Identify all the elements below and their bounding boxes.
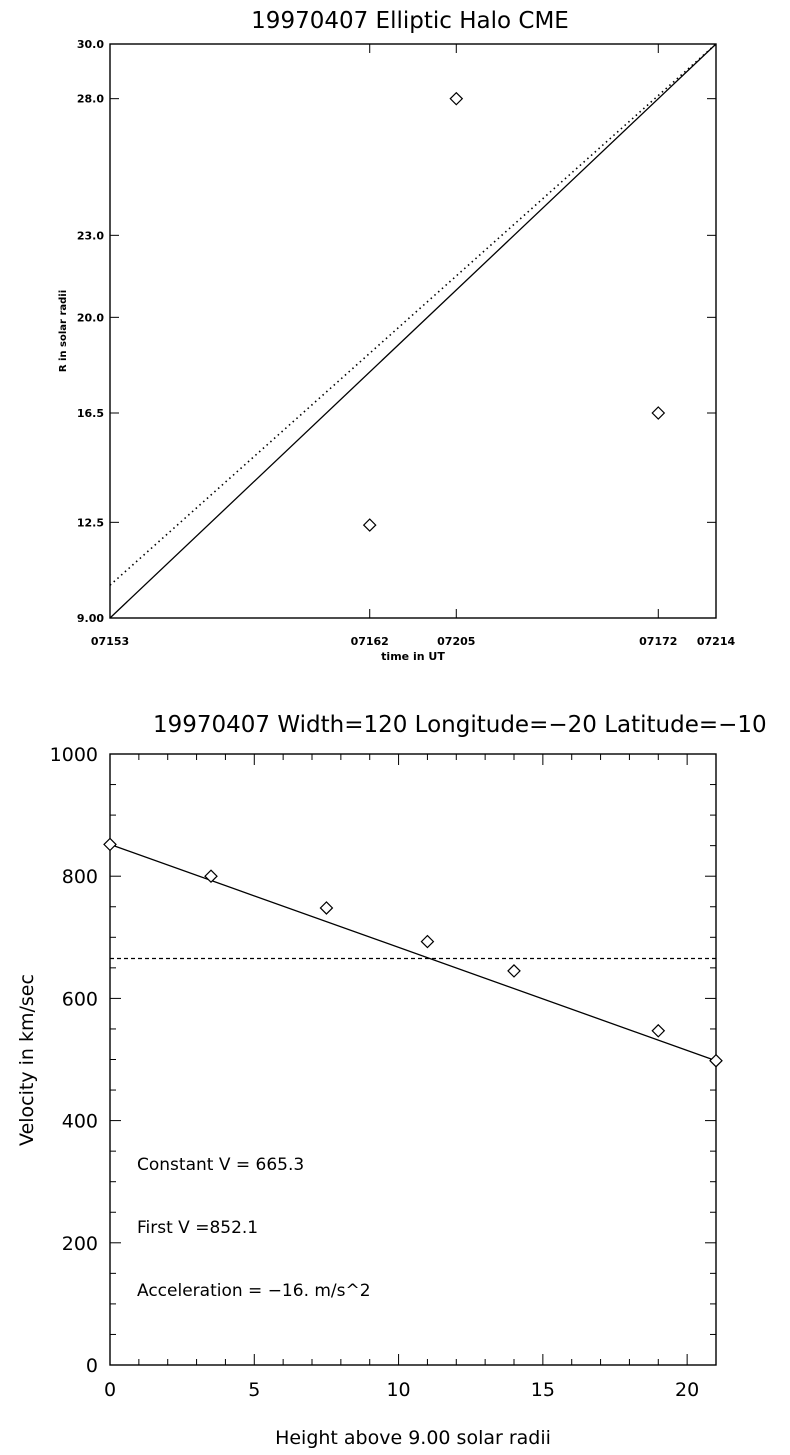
- top-chart-x-tick-labels: 07153071620717207181071900720507214: [91, 635, 736, 648]
- top-x-tick-label: 07153: [91, 635, 129, 648]
- bottom-plot-frame: [109, 753, 717, 1366]
- bottom-data-point: [204, 869, 218, 884]
- bottom-y-tick-label: 200: [62, 1233, 98, 1255]
- bottom-chart-y-axis-label: Velocity in km/sec: [16, 974, 38, 1146]
- bottom-chart-points: [103, 837, 723, 1068]
- bottom-chart-x-tick-labels: 0 5 10 15 20: [104, 1379, 699, 1401]
- bottom-data-point: [420, 934, 435, 949]
- bottom-chart-lines: [109, 843, 717, 1062]
- bottom-x-tick-label: 0: [104, 1379, 116, 1401]
- top-chart-y-tick-labels: 9.00 12.5 16.5 20.0 23.0 28.0 30.0: [77, 38, 104, 625]
- top-dotted-fit-line: [109, 43, 717, 586]
- bottom-y-tick-label: 1000: [50, 744, 98, 766]
- top-x-tick-label: 07214: [697, 635, 736, 648]
- velocity-height-chart: 19970407 Width=120 Longitude=−20 Latitud…: [16, 712, 767, 1449]
- top-chart-lines: [109, 43, 717, 619]
- top-y-tick-label: 28.0: [77, 93, 104, 106]
- top-x-tick-label: 07172: [639, 635, 677, 648]
- top-y-tick-label: 12.5: [77, 516, 104, 529]
- bottom-y-tick-label: 800: [62, 866, 98, 888]
- bottom-data-point: [103, 837, 117, 852]
- bottom-chart-ticks: [109, 753, 717, 1366]
- bottom-chart-x-axis-label: Height above 9.00 solar radii: [275, 1427, 551, 1449]
- bottom-chart-y-tick-labels: 0 200 400 600 800 1000: [50, 744, 98, 1377]
- top-chart-points: [362, 91, 666, 532]
- annotation-constant-velocity: Constant V = 665.3: [137, 1155, 304, 1175]
- top-solid-fit-line: [109, 43, 717, 619]
- bottom-y-tick-label: 600: [62, 988, 98, 1010]
- bottom-data-point: [319, 901, 334, 915]
- top-chart-x-axis-label: time in UT: [381, 650, 445, 663]
- top-y-tick-label: 16.5: [77, 407, 104, 420]
- bottom-x-tick-label: 15: [531, 1379, 555, 1401]
- top-y-tick-label: 9.00: [77, 612, 104, 625]
- top-data-point: [449, 91, 464, 106]
- bottom-data-point: [709, 1053, 723, 1068]
- top-chart-ticks: [109, 43, 717, 619]
- bottom-data-point: [507, 964, 521, 978]
- top-x-tick-label: 07162: [351, 635, 389, 648]
- top-y-tick-label: 23.0: [77, 229, 104, 242]
- top-y-tick-label: 20.0: [77, 311, 104, 324]
- bottom-x-tick-label: 10: [386, 1379, 410, 1401]
- annotation-acceleration: Acceleration = −16. m/s^2: [137, 1281, 371, 1301]
- bottom-y-tick-label: 0: [86, 1355, 98, 1377]
- top-chart-y-axis-label: R in solar radii: [58, 290, 69, 372]
- radius-time-chart: 19970407 Elliptic Halo CME 07153 07162 071…: [58, 8, 736, 663]
- top-plot-frame: [109, 43, 717, 619]
- bottom-y-tick-label: 400: [62, 1111, 98, 1133]
- bottom-x-tick-label: 20: [675, 1379, 699, 1401]
- top-data-point: [651, 406, 666, 420]
- bottom-data-point: [651, 1023, 666, 1038]
- bottom-x-tick-label: 5: [248, 1379, 260, 1401]
- annotation-first-velocity: First V =852.1: [137, 1218, 258, 1238]
- velocity-fit-line: [109, 843, 717, 1062]
- top-y-tick-label: 30.0: [77, 38, 104, 51]
- top-chart-title: 19970407 Elliptic Halo CME: [251, 8, 569, 34]
- top-x-tick-label: 07205: [437, 635, 475, 648]
- bottom-chart-title: 19970407 Width=120 Longitude=−20 Latitud…: [153, 712, 767, 738]
- top-data-point: [362, 518, 377, 532]
